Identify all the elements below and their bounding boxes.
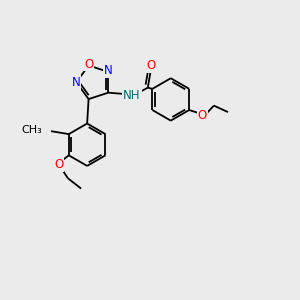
Text: O: O [84, 58, 94, 70]
Text: N: N [71, 76, 80, 89]
Text: O: O [146, 59, 155, 72]
Text: O: O [197, 109, 207, 122]
Text: N: N [104, 64, 113, 77]
Text: NH: NH [123, 89, 141, 102]
Text: CH₃: CH₃ [22, 125, 42, 135]
Text: O: O [54, 158, 63, 171]
